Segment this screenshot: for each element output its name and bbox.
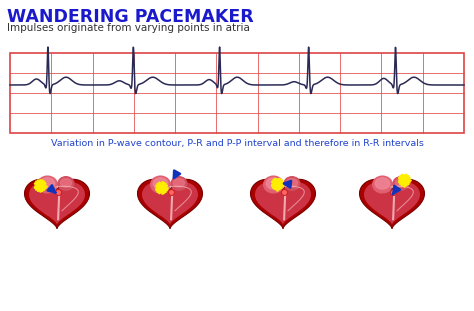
Ellipse shape bbox=[375, 178, 390, 189]
Ellipse shape bbox=[264, 176, 283, 193]
Polygon shape bbox=[251, 179, 316, 229]
Ellipse shape bbox=[395, 179, 407, 187]
Text: Impulses originate from varying points in atria: Impulses originate from varying points i… bbox=[7, 23, 250, 33]
Ellipse shape bbox=[42, 194, 57, 215]
Text: Variation in P-wave contour, P-R and P-P interval and therefore in R-R intervals: Variation in P-wave contour, P-R and P-P… bbox=[51, 139, 423, 148]
Polygon shape bbox=[364, 182, 420, 225]
Text: WANDERING PACEMAKER: WANDERING PACEMAKER bbox=[7, 8, 254, 26]
Polygon shape bbox=[29, 182, 85, 225]
Ellipse shape bbox=[151, 176, 170, 193]
Ellipse shape bbox=[268, 194, 283, 215]
Ellipse shape bbox=[60, 179, 72, 187]
Polygon shape bbox=[142, 182, 198, 225]
Ellipse shape bbox=[266, 178, 281, 189]
Polygon shape bbox=[255, 182, 311, 225]
Ellipse shape bbox=[173, 179, 184, 187]
Ellipse shape bbox=[58, 177, 74, 190]
Ellipse shape bbox=[373, 176, 392, 193]
Polygon shape bbox=[25, 179, 90, 229]
Bar bbox=[10, 53, 464, 133]
Ellipse shape bbox=[284, 177, 300, 190]
Ellipse shape bbox=[37, 176, 57, 193]
Polygon shape bbox=[359, 179, 425, 229]
Ellipse shape bbox=[153, 178, 168, 189]
Ellipse shape bbox=[40, 178, 55, 189]
Ellipse shape bbox=[171, 177, 187, 190]
Ellipse shape bbox=[393, 177, 409, 190]
Ellipse shape bbox=[155, 194, 171, 215]
Polygon shape bbox=[137, 179, 202, 229]
Ellipse shape bbox=[377, 194, 392, 215]
Ellipse shape bbox=[286, 179, 298, 187]
